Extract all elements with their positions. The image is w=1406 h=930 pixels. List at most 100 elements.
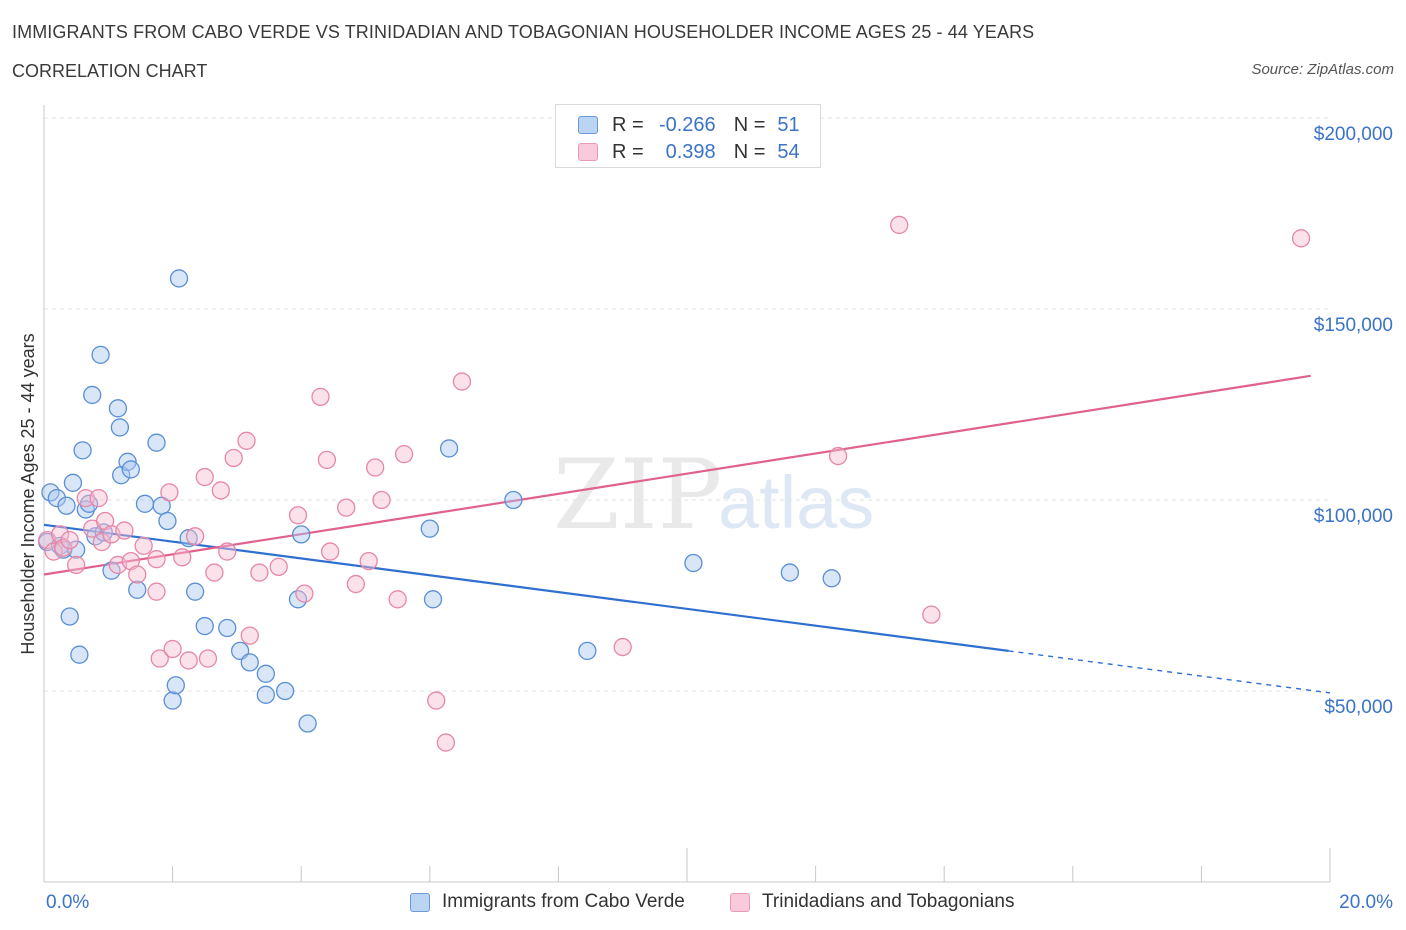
- correlation-legend: R = -0.266 N = 51 R = 0.398 N = 54: [555, 104, 821, 168]
- data-points: [38, 215, 1311, 752]
- cabo-verde-point: [63, 473, 83, 492]
- bottom-legend-swatch-pink: [730, 892, 750, 912]
- cabo-verde-point: [218, 618, 237, 638]
- cabo-verde-point: [108, 399, 128, 418]
- trinidad-point: [60, 530, 79, 550]
- trinidad-point: [185, 527, 205, 546]
- y-tick-label: $50,000: [1324, 697, 1393, 718]
- trinidad-point: [269, 557, 288, 576]
- trinidad-point: [922, 605, 941, 624]
- cabo-verde-point: [504, 490, 523, 510]
- legend-n-value: 51: [777, 113, 800, 136]
- legend-r-label: R =: [612, 140, 644, 163]
- cabo-verde-trend-line: [43, 523, 1009, 652]
- trinidad-point: [295, 584, 314, 603]
- bottom-legend-trinidad: Trinidadians and Tobagonians: [730, 889, 1014, 915]
- cabo-verde-point: [275, 681, 295, 701]
- cabo-verde-point: [110, 418, 130, 437]
- cabo-verde-point: [578, 641, 597, 661]
- trinidad-point: [179, 651, 198, 670]
- cabo-verde-point: [684, 553, 703, 573]
- chart-subtitle: CORRELATION CHART: [12, 61, 208, 81]
- trinidad-point: [359, 551, 378, 571]
- cabo-verde-point: [256, 685, 275, 704]
- tick-labels: $50,000 $100,000 $150,000 $200,000 0.0% 20.0%: [46, 124, 1393, 913]
- y-tick-label: $100,000: [1314, 506, 1393, 527]
- legend-row-cabo-verde: R = -0.266 N = 51: [578, 112, 800, 138]
- watermark: ZIP atlas: [553, 439, 874, 551]
- x-tick-label: 20.0%: [1339, 892, 1393, 913]
- legend-row-trinidad: R = 0.398 N = 54: [578, 139, 800, 165]
- trinidad-point: [828, 446, 848, 466]
- axes: [43, 105, 1331, 883]
- watermark-zip: ZIP: [553, 439, 722, 551]
- trinidad-point: [427, 691, 446, 710]
- cabo-verde-point: [185, 582, 205, 601]
- cabo-verde-point: [60, 607, 79, 626]
- trinidad-point: [394, 445, 414, 464]
- legend-swatch-blue: [578, 116, 598, 134]
- trinidad-point: [92, 532, 112, 552]
- cabo-verde-trend-extension: [1008, 650, 1331, 694]
- cabo-verde-point: [298, 714, 317, 733]
- trinidad-point: [147, 582, 166, 601]
- trinidad-point: [436, 733, 456, 752]
- legend-r-value: -0.266: [658, 113, 716, 136]
- trinidad-point: [67, 555, 86, 575]
- bottom-legend-label: Immigrants from Cabo Verde: [442, 891, 685, 912]
- trinidad-point: [115, 521, 134, 540]
- trinidad-point: [44, 542, 63, 561]
- trinidad-point: [452, 372, 472, 391]
- legend-n-label: N =: [733, 140, 766, 163]
- trinidad-point: [240, 626, 259, 645]
- trinidad-point: [89, 488, 108, 508]
- cabo-verde-point: [169, 269, 189, 288]
- y-tick-label: $150,000: [1314, 315, 1393, 336]
- y-tick-label: $200,000: [1314, 124, 1393, 145]
- cabo-verde-point: [240, 653, 259, 672]
- source-label: Source: ZipAtlas.com: [1251, 61, 1394, 78]
- trinidad-point: [613, 637, 632, 657]
- trinidad-point: [134, 536, 153, 555]
- trinidad-point: [317, 450, 337, 470]
- trinidad-point: [195, 467, 214, 487]
- trinidad-point: [173, 548, 192, 567]
- chart-title: IMMIGRANTS FROM CABO VERDE VS TRINIDADIA…: [12, 22, 1035, 42]
- trinidad-point: [890, 215, 909, 235]
- cabo-verde-point: [158, 511, 177, 531]
- cabo-verde-point: [70, 645, 89, 664]
- cabo-verde-point: [128, 580, 147, 599]
- trinidad-point: [211, 481, 230, 500]
- x-tick-label: 0.0%: [46, 892, 89, 913]
- trinidad-point: [237, 431, 256, 450]
- trinidad-point: [372, 490, 391, 510]
- trinidad-point: [311, 387, 330, 407]
- trinidad-point: [365, 458, 385, 477]
- cabo-verde-point: [147, 433, 166, 452]
- trinidad-trend-line: [43, 374, 1311, 576]
- cabo-verde-point: [79, 494, 99, 513]
- watermark-atlas: atlas: [718, 461, 874, 544]
- trinidad-point: [76, 488, 95, 508]
- legend-r-label: R =: [612, 113, 644, 136]
- trinidad-point: [218, 542, 237, 561]
- cabo-verde-point: [83, 385, 102, 405]
- trinidad-point: [147, 550, 166, 569]
- cabo-verde-point: [292, 525, 311, 544]
- bottom-legend-swatch-blue: [410, 892, 430, 912]
- cabo-verde-point: [91, 345, 110, 364]
- trinidad-point: [337, 498, 356, 517]
- legend-n-value: 54: [777, 140, 800, 163]
- trinidad-point: [205, 563, 224, 582]
- cabo-verde-point: [423, 590, 443, 609]
- trinidad-point: [160, 483, 179, 502]
- cabo-verde-point: [420, 519, 439, 538]
- cabo-verde-point: [47, 488, 67, 508]
- cabo-verde-point: [57, 496, 76, 515]
- trinidad-point: [346, 574, 366, 594]
- cabo-verde-point: [780, 563, 800, 582]
- trinidad-point: [150, 649, 169, 668]
- trinidad-point: [250, 563, 269, 582]
- cabo-verde-point: [195, 616, 214, 636]
- legend-r-value: 0.398: [665, 140, 716, 163]
